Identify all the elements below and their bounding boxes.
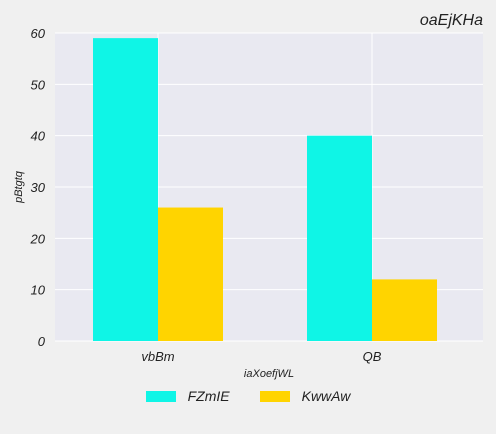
y-tick-label: 40	[31, 129, 46, 144]
legend-item-series-1: FZmIE	[145, 388, 230, 404]
legend-label: KwwAw	[301, 388, 351, 404]
legend-swatch	[259, 390, 290, 402]
y-tick-label: 10	[31, 283, 46, 298]
x-tick-label: vbBm	[141, 349, 174, 364]
legend-swatch	[145, 390, 176, 402]
x-axis-label: iaXoefjWL	[244, 368, 294, 380]
y-tick-label: 30	[31, 180, 46, 195]
bar-KwwAw-QB	[372, 279, 437, 341]
bar-FZmIE-QB	[307, 135, 372, 341]
y-tick-label: 50	[31, 77, 46, 92]
x-tick-label: QB	[363, 349, 382, 364]
x-axis-ticks: vbBm QB	[141, 349, 381, 364]
legend-item-series-2: KwwAw	[259, 388, 351, 404]
y-tick-label: 0	[38, 334, 46, 349]
y-axis-label: pBtgtq	[13, 170, 25, 204]
y-axis-ticks: 0 10 20 30 40 50 60	[30, 26, 46, 349]
legend: FZmIE KwwAw	[0, 388, 496, 404]
y-tick-label: 20	[30, 231, 46, 246]
bar-FZmIE-vbBm	[93, 38, 158, 342]
chart-title: oaEjKHa	[420, 12, 483, 29]
y-tick-label: 60	[31, 26, 46, 41]
bar-KwwAw-vbBm	[158, 207, 223, 341]
legend-label: FZmIE	[187, 388, 230, 404]
bars	[93, 38, 437, 342]
